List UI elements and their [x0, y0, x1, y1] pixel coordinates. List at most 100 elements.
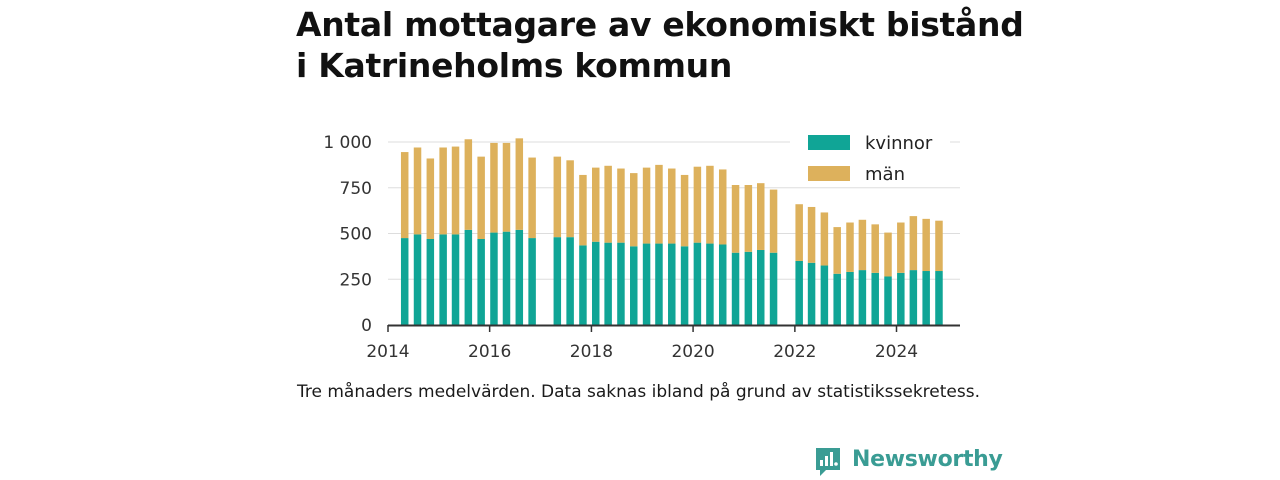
bar-man — [769, 189, 778, 253]
legend-swatch-man — [808, 166, 850, 181]
bar-man — [668, 168, 676, 244]
bar-kvinnor — [769, 252, 778, 325]
bar-kvinnor — [591, 241, 600, 325]
bar-kvinnor — [490, 232, 498, 325]
bar-kvinnor — [680, 246, 689, 325]
bar-kvinnor — [795, 260, 803, 325]
bar-man — [680, 174, 689, 247]
bar-kvinnor — [922, 271, 930, 325]
bar-kvinnor — [566, 237, 574, 325]
x-tick-label: 2024 — [875, 342, 918, 362]
legend-label-man: män — [865, 164, 905, 185]
bars — [400, 138, 943, 325]
bar-kvinnor — [604, 242, 612, 325]
bar-man — [693, 166, 702, 243]
bar-kvinnor — [731, 252, 740, 325]
bar-man — [922, 218, 930, 272]
y-tick-label: 250 — [340, 270, 372, 290]
bar-kvinnor — [579, 245, 587, 325]
bar-man — [706, 165, 714, 244]
bar-man — [655, 164, 663, 244]
bar-man — [451, 146, 460, 235]
bar-kvinnor — [464, 229, 473, 325]
bar-kvinnor — [718, 244, 727, 325]
bar-man — [935, 220, 943, 272]
x-tick-label: 2016 — [468, 342, 511, 362]
bar-kvinnor — [642, 243, 651, 325]
bar-man — [820, 212, 829, 266]
bar-kvinnor — [655, 243, 663, 325]
bar-man — [795, 204, 803, 261]
y-tick-label: 0 — [361, 316, 372, 336]
bar-kvinnor — [439, 234, 447, 325]
bar-man — [846, 222, 854, 272]
x-tick-label: 2014 — [366, 342, 409, 362]
bar-man — [909, 216, 918, 271]
x-tick-label: 2022 — [773, 342, 816, 362]
bar-man — [490, 142, 498, 233]
chart-title-line-2: i Katrineholms kommun — [296, 46, 733, 85]
bar-kvinnor — [451, 234, 460, 325]
bar-man — [718, 169, 727, 245]
bar-man — [502, 142, 511, 232]
legend-swatch-kvinnor — [808, 135, 850, 150]
x-axis: 2014 2016 2018 2020 2022 2024 — [366, 324, 960, 362]
bar-man — [477, 156, 485, 239]
bar-man — [413, 147, 422, 235]
bar-man — [630, 173, 638, 247]
bar-kvinnor — [706, 243, 714, 325]
y-tick-label: 1 000 — [323, 133, 372, 153]
bar-kvinnor — [820, 265, 829, 325]
bar-kvinnor — [630, 246, 638, 325]
chart-footnote: Tre månaders medelvärden. Data saknas ib… — [297, 382, 980, 402]
bar-man — [642, 167, 651, 244]
x-tick-label: 2020 — [671, 342, 714, 362]
bar-man — [897, 222, 905, 273]
legend-label-kvinnor: kvinnor — [865, 133, 933, 154]
bar-kvinnor — [833, 273, 841, 325]
legend: kvinnor män — [790, 128, 950, 186]
bar-kvinnor — [744, 251, 753, 325]
bar-man — [579, 174, 587, 246]
chart-title-line-1: Antal mottagare av ekonomiskt bistånd — [296, 5, 1024, 44]
bar-man — [871, 224, 879, 273]
bar-kvinnor — [528, 238, 536, 325]
bar-man — [439, 147, 447, 235]
bar-man — [464, 139, 473, 230]
bar-kvinnor — [807, 262, 816, 325]
bar-man — [858, 219, 867, 271]
bar-kvinnor — [693, 242, 702, 325]
bar-kvinnor — [668, 243, 676, 325]
bar-kvinnor — [400, 238, 409, 325]
bar-kvinnor — [553, 237, 562, 325]
bar-kvinnor — [477, 238, 485, 325]
bar-man — [553, 156, 562, 238]
bar-kvinnor — [858, 270, 867, 325]
bar-kvinnor — [935, 271, 943, 325]
bar-kvinnor — [617, 242, 625, 325]
y-axis-ticks: 0 250 500 750 1 000 — [323, 133, 372, 336]
bar-kvinnor — [897, 272, 905, 325]
bar-man — [833, 227, 841, 274]
bar-man — [884, 232, 892, 277]
bar-kvinnor — [426, 238, 435, 325]
bar-man — [744, 185, 753, 252]
newsworthy-logo-icon — [816, 448, 840, 476]
bar-kvinnor — [413, 234, 422, 325]
y-tick-label: 500 — [340, 225, 372, 245]
bar-kvinnor — [515, 229, 524, 325]
bar-kvinnor — [909, 270, 918, 325]
bar-man — [756, 183, 765, 250]
bar-man — [515, 138, 524, 230]
x-tick-label: 2018 — [570, 342, 613, 362]
bar-kvinnor — [756, 249, 765, 325]
bar-man — [617, 168, 625, 243]
y-tick-label: 750 — [340, 179, 372, 199]
bar-man — [566, 160, 574, 238]
bar-kvinnor — [502, 231, 511, 325]
bar-kvinnor — [846, 271, 854, 325]
bar-man — [604, 165, 612, 243]
bar-man — [426, 158, 435, 239]
bar-kvinnor — [871, 272, 879, 325]
